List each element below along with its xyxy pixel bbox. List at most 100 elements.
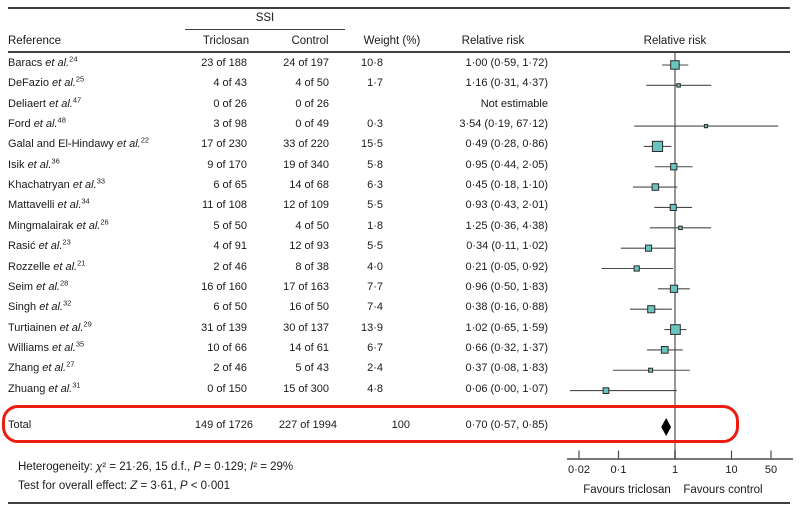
relative-risk-cell: 0·21 (0·05, 0·92): [465, 260, 548, 273]
axis-tick-label: 50: [765, 464, 777, 476]
study-row: Galal and El-Hindawy et al.22 17 of 230 33…: [0, 135, 800, 154]
et-al-label: et al.: [48, 382, 73, 395]
triclosan-count-cell: 17 of 230: [201, 138, 247, 151]
reference-cell: Mattavelli et al.34: [8, 196, 90, 212]
control-count-cell: 16 of 50: [289, 301, 329, 314]
triclosan-count-cell: 2 of 46: [213, 260, 247, 273]
study-row: Zhuang et al.31 0 of 150 15 of 300 4·8 0·06 …: [0, 379, 800, 399]
study-row: Turtiainen et al.29 31 of 139 30 of 137 13·…: [0, 320, 800, 338]
total-diamond: [661, 418, 671, 436]
axis-tick-label: 0·02: [568, 464, 590, 476]
relative-risk-cell: 0·45 (0·18, 1·10): [465, 179, 548, 192]
control-count-cell: 14 of 61: [289, 341, 329, 354]
control-count-cell: 0 of 49: [295, 118, 329, 131]
weight-cell: 5·5: [367, 199, 383, 212]
reference-cell: Galal and El-Hindawy et al.22: [8, 135, 150, 151]
study-marker: [670, 324, 681, 335]
relative-risk-cell: Not estimable: [480, 97, 548, 110]
bottom-rule: [8, 502, 790, 504]
relative-risk-cell: 0·93 (0·43, 2·01): [465, 199, 548, 212]
reference-cell: Khachatryan et al.33: [8, 176, 106, 192]
top-rule: [8, 7, 790, 9]
citation-superscript: 24: [69, 54, 78, 64]
study-row: DeFazio et al.25 4 of 43 4 of 50 1·7 1·16 (0…: [0, 74, 800, 93]
reference-cell: Ford et al.48: [8, 115, 66, 131]
citation-superscript: 22: [140, 135, 150, 145]
reference-cell: Zhuang et al.31: [8, 379, 81, 395]
et-al-label: et al.: [76, 219, 101, 232]
citation-superscript: 32: [63, 298, 72, 308]
study-marker: [660, 346, 669, 354]
study-marker: [669, 203, 677, 211]
reference-cell: Baracs et al.24: [8, 54, 78, 69]
citation-superscript: 26: [100, 217, 109, 227]
et-al-label: et al.: [27, 158, 52, 171]
relative-risk-cell: 0·70 (0·57, 0·85): [465, 419, 548, 431]
weight-cell: 6·7: [367, 341, 383, 354]
study-marker: [678, 225, 683, 231]
relative-risk-cell: 1·00 (0·59, 1·72): [465, 57, 548, 69]
triclosan-count-cell: 9 of 170: [207, 158, 247, 171]
weight-cell: 7·4: [367, 301, 383, 314]
study-marker: [602, 387, 610, 394]
et-al-label: et al.: [57, 199, 82, 212]
relative-risk-cell: 0·96 (0·50, 1·83): [465, 280, 548, 293]
control-count-cell: 5 of 43: [295, 362, 329, 375]
relative-risk-cell: 0·34 (0·11, 1·02): [466, 240, 548, 253]
triclosan-count-cell: 31 of 139: [201, 321, 247, 334]
weight-cell: 15·5: [360, 138, 383, 151]
control-count-cell: 227 of 1994: [278, 419, 337, 431]
favours-control-label: Favours control: [683, 484, 762, 496]
study-marker: [651, 183, 660, 191]
header-underline: [8, 51, 790, 53]
citation-superscript: 25: [75, 74, 85, 84]
control-count-cell: 0 of 26: [295, 97, 329, 110]
study-row: Zhang et al.27 2 of 46 5 of 43 2·4 0·37 (0·0…: [0, 359, 800, 378]
relative-risk-cell: 0·38 (0·16, 0·88): [465, 301, 548, 314]
triclosan-count-cell: 4 of 43: [213, 77, 247, 90]
et-al-label: et al.: [36, 280, 60, 293]
reference-cell: Isik et al.36: [8, 156, 60, 171]
control-count-cell: 17 of 163: [283, 280, 329, 293]
relative-risk-cell: 0·06 (0·00, 1·07): [465, 382, 548, 395]
reference-cell: Mingmalairak et al.26: [8, 217, 109, 232]
et-al-label: et al.: [39, 301, 64, 314]
weight-cell: 2·4: [367, 362, 383, 375]
study-marker: [633, 265, 640, 272]
citation-superscript: 31: [72, 379, 81, 389]
control-count-cell: 4 of 50: [295, 219, 329, 232]
et-al-label: et al.: [59, 321, 84, 334]
study-row: Mattavelli et al.34 11 of 108 12 of 109 5·5…: [0, 196, 800, 215]
favours-triclosan-label: Favours triclosan: [583, 484, 671, 496]
total-row: Total 149 of 1726 227 of 1994 100 0·70 (0·57…: [0, 419, 800, 435]
et-al-label: et al.: [45, 57, 70, 69]
relative-risk-cell: 1·16 (0·31, 4·37): [465, 77, 548, 90]
column-header-relative-risk: Relative risk: [461, 35, 525, 47]
reference-cell: Williams et al.35: [8, 339, 85, 354]
axis-tick-label: 0·1: [611, 464, 627, 476]
study-marker: [670, 60, 680, 70]
control-count-cell: 14 of 68: [289, 179, 329, 192]
study-row: Isik et al.36 9 of 170 19 of 340 5·8 0·95 (0…: [0, 156, 800, 175]
triclosan-count-cell: 11 of 108: [201, 199, 247, 212]
plot-header-relative-risk: Relative risk: [643, 35, 707, 47]
study-marker: [647, 305, 656, 314]
study-row: Deliaert et al.47 0 of 26 0 of 26 Not estim…: [0, 95, 800, 114]
study-row: Seim et al.28 16 of 160 17 of 163 7·7 0·96 (…: [0, 279, 800, 297]
citation-superscript: 47: [72, 95, 82, 105]
citation-superscript: 27: [66, 359, 75, 369]
citation-superscript: 35: [75, 339, 85, 349]
axis-tick-label: 1: [672, 464, 678, 476]
heterogeneity-note: Heterogeneity: χ² = 21·26, 15 d.f., P = …: [18, 461, 294, 473]
study-row: Mingmalairak et al.26 5 of 50 4 of 50 1·8 1·…: [0, 217, 800, 236]
ssi-underline: [185, 29, 345, 30]
relative-risk-cell: 0·37 (0·08, 1·83): [465, 362, 548, 375]
relative-risk-cell: 1·25 (0·36, 4·38): [465, 219, 548, 232]
control-count-cell: 4 of 50: [295, 77, 329, 90]
control-count-cell: 8 of 38: [295, 260, 329, 273]
study-row: Khachatryan et al.33 6 of 65 14 of 68 6·3 0·…: [0, 176, 800, 195]
column-header-weight: Weight (%): [363, 35, 421, 47]
